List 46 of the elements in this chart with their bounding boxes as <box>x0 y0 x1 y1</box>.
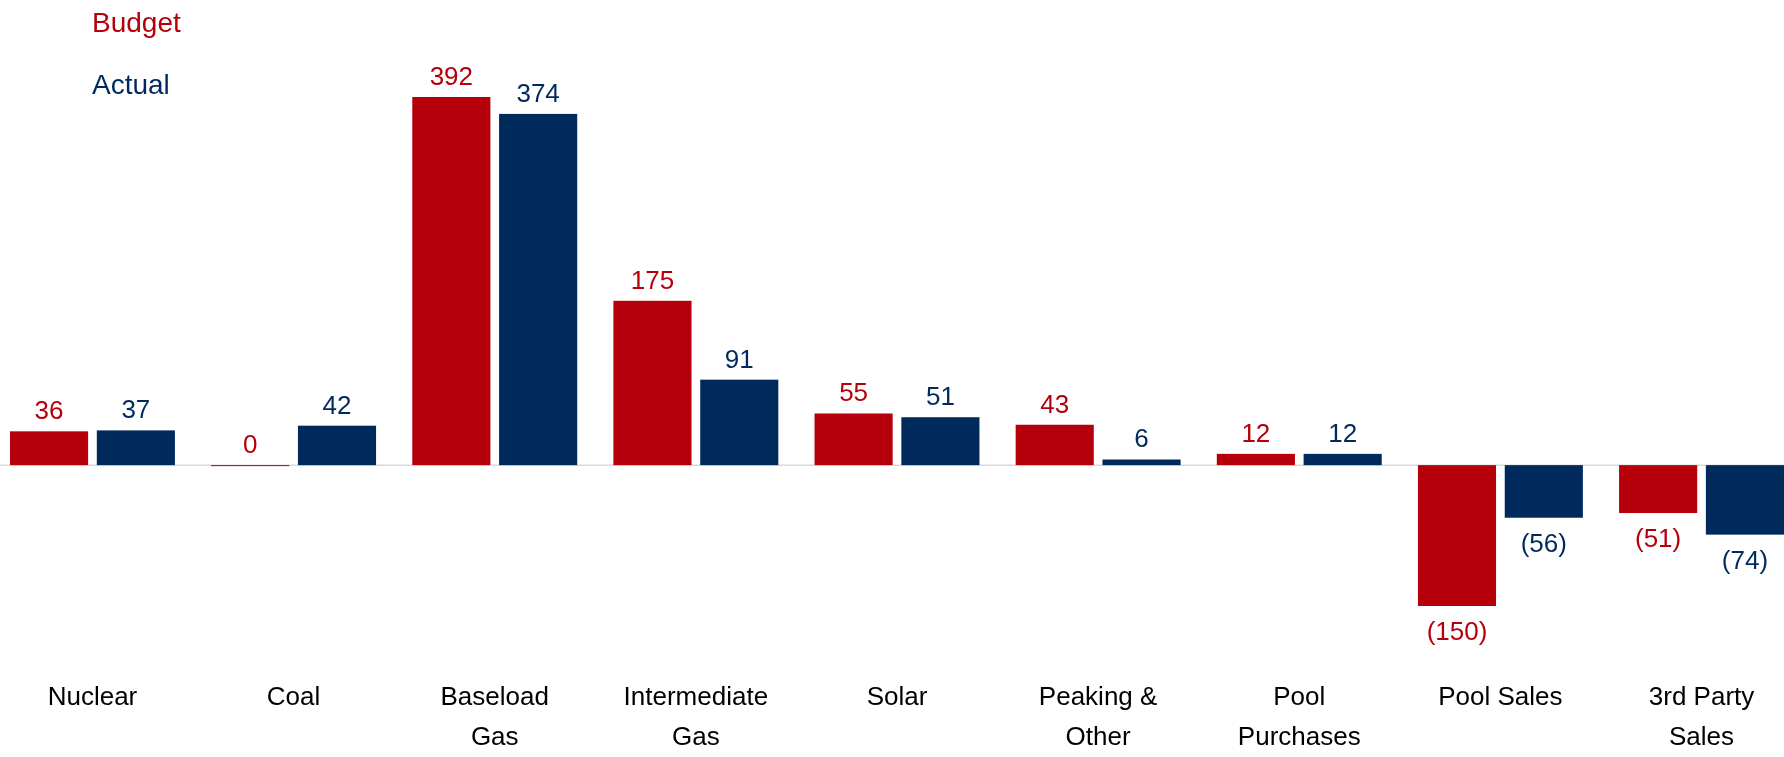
x-tick-label: Pool Purchases <box>1237 681 1361 751</box>
bar <box>700 379 779 466</box>
data-label: 36 <box>34 395 64 426</box>
data-label: 374 <box>516 77 560 108</box>
data-label: 12 <box>1241 417 1271 448</box>
bar <box>1303 453 1382 466</box>
bar <box>96 430 175 466</box>
bar <box>1015 424 1094 466</box>
bar <box>1705 465 1784 535</box>
x-tick-label: Pool Sales <box>1438 681 1563 711</box>
x-tick-label: Peaking & Other <box>1038 681 1158 751</box>
bar <box>1102 459 1181 466</box>
data-label: (150) <box>1426 616 1488 646</box>
bar <box>10 431 89 466</box>
x-tick-label: Baseload Gas <box>440 681 549 751</box>
data-label: 392 <box>429 61 474 91</box>
data-label: 42 <box>322 389 352 420</box>
data-label: 51 <box>925 381 955 412</box>
data-label: 43 <box>1040 388 1070 419</box>
bar <box>412 97 491 466</box>
data-label: 175 <box>630 264 675 295</box>
bar <box>613 300 692 466</box>
bar <box>1216 453 1295 466</box>
data-label: 6 <box>1134 423 1149 454</box>
bar <box>297 425 377 466</box>
bar <box>1504 465 1583 518</box>
bar <box>814 413 893 466</box>
data-label: (74) <box>1721 544 1769 575</box>
data-label: 91 <box>724 343 754 374</box>
x-tick-label: Intermediate Gas <box>623 681 769 751</box>
bar <box>1619 465 1698 514</box>
data-label: (51) <box>1635 523 1682 554</box>
bar <box>1417 465 1497 606</box>
data-label: (56) <box>1520 527 1567 558</box>
text: Budget <box>92 7 181 38</box>
data-label: 12 <box>1328 417 1358 448</box>
x-tick-label: Coal <box>266 681 321 711</box>
bar <box>901 417 980 466</box>
text: Actual <box>92 69 170 100</box>
data-label: 37 <box>121 394 151 425</box>
x-tick-label: Solar <box>866 681 928 711</box>
bar <box>499 113 578 466</box>
data-label: 0 <box>242 429 258 460</box>
x-tick-label: Nuclear <box>47 681 138 711</box>
x-tick-label: 3rd Party Sales <box>1648 681 1755 751</box>
data-label: 55 <box>839 377 869 408</box>
